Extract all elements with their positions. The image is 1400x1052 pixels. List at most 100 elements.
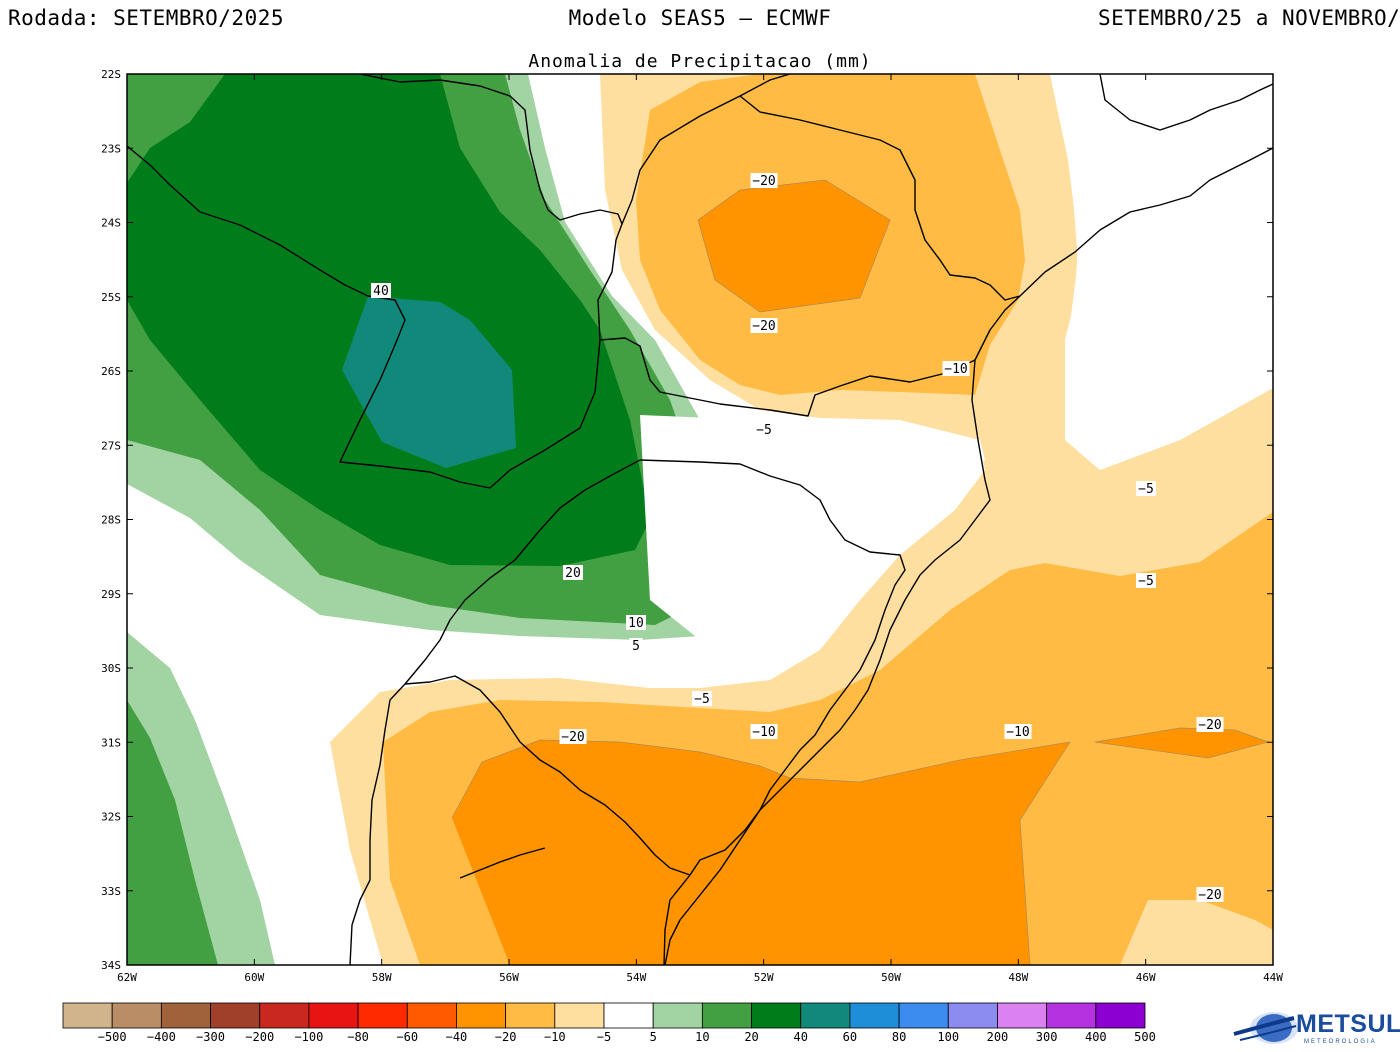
contour-label: −10 (1006, 725, 1029, 740)
colorbar-swatch (751, 1002, 802, 1029)
colorbar-label: −300 (196, 1030, 225, 1044)
contour-label: −20 (1198, 718, 1221, 733)
run-date-label: Rodada: SETEMBRO/2025 (8, 6, 285, 30)
colorbar-swatch (1046, 1002, 1097, 1029)
colorbar-label: 60 (843, 1030, 857, 1044)
anomaly-band-10-sw (127, 700, 218, 965)
axis-labels: 22S23S24S25S26S27S28S29S30S31S32S33S34S6… (101, 68, 1283, 984)
lon-label: 58W (372, 971, 392, 984)
colorbar-label: 80 (892, 1030, 906, 1044)
contour-label-bg (1004, 724, 1032, 739)
logo-subtitle: METEOROLOGIA (1304, 1039, 1377, 1045)
lat-label: 33S (101, 885, 121, 898)
contour-label-bg (1136, 481, 1156, 496)
country-state-borders (127, 74, 1273, 965)
colorbar-swatch (554, 1002, 605, 1029)
contour-label-bg (692, 691, 712, 706)
colorbar-label: −80 (347, 1030, 369, 1044)
contour-label: −20 (561, 730, 584, 745)
contour-label: −5 (756, 423, 772, 438)
lat-label: 28S (101, 514, 121, 527)
lon-label: 50W (881, 971, 901, 984)
colorbar-label: 20 (744, 1030, 758, 1044)
contour-label: −10 (752, 725, 775, 740)
contour-label-bg (626, 615, 646, 630)
colorbar-swatch (259, 1002, 310, 1029)
colorbar-label: 200 (987, 1030, 1009, 1044)
colorbar-label: −10 (544, 1030, 566, 1044)
contour-label: 5 (632, 639, 640, 654)
anomaly-band-minus20-south-2 (1022, 740, 1273, 965)
lon-label: 62W (117, 971, 137, 984)
colorbar-label: 40 (794, 1030, 808, 1044)
colorbar-label: −200 (245, 1030, 274, 1044)
colorbar-label: 10 (695, 1030, 709, 1044)
anomaly-field (127, 74, 1273, 965)
lat-label: 31S (101, 736, 121, 749)
lon-label: 48W (1008, 971, 1028, 984)
contour-label-bg (750, 318, 778, 333)
contour-lines (451, 179, 1270, 965)
lon-label: 46W (1136, 971, 1156, 984)
colorbar-swatch (505, 1002, 556, 1029)
colorbar-swatch (456, 1002, 507, 1029)
contour-label-bg (559, 729, 587, 744)
axis-ticks (126, 73, 1274, 966)
lat-label: 26S (101, 365, 121, 378)
contour-label: −10 (944, 362, 967, 377)
contour-label-bg (750, 724, 778, 739)
globe-icon (1233, 1012, 1298, 1044)
contour-label-bg (942, 361, 970, 376)
colorbar-swatch (357, 1002, 408, 1029)
colorbar-swatch (1095, 1002, 1146, 1029)
contour-label: −5 (1138, 482, 1154, 497)
white-gap-east (1065, 74, 1273, 470)
contour-label-bg (754, 422, 774, 437)
colorbar-swatch (652, 1002, 703, 1029)
period-label: SETEMBRO/25 a NOVEMBRO/25 (1098, 6, 1400, 30)
lat-label: 34S (101, 959, 121, 972)
lon-label: 44W (1263, 971, 1283, 984)
colorbar-swatch (701, 1002, 752, 1029)
colorbar-label: 400 (1085, 1030, 1107, 1044)
lat-label: 25S (101, 291, 121, 304)
colorbar-label: −5 (597, 1030, 611, 1044)
colorbar-swatch (898, 1002, 949, 1029)
contour-label: −20 (752, 174, 775, 189)
lat-label: 23S (101, 142, 121, 155)
contour-labels: 40 20 10 5 −5 −20 −20 −10 −5 −5 −10 −5 −20 −10 −20 −20 (371, 173, 1224, 903)
colorbar-swatch (308, 1002, 359, 1029)
anomaly-band-minus20-east (1095, 728, 1268, 758)
colorbar-swatch (111, 1002, 162, 1029)
lat-label: 27S (101, 439, 121, 452)
colorbar-swatch (997, 1002, 1048, 1029)
colorbar-swatch (800, 1002, 851, 1029)
colorbar-label: 500 (1134, 1030, 1156, 1044)
contour-label-bg (1196, 887, 1224, 902)
contour-label: −20 (752, 319, 775, 334)
anomaly-band-40 (342, 296, 516, 468)
colorbar-label: −400 (147, 1030, 176, 1044)
colorbar-label: 100 (937, 1030, 959, 1044)
colorbar-label: −100 (294, 1030, 323, 1044)
colorbar-swatch (210, 1002, 261, 1029)
lat-label: 29S (101, 588, 121, 601)
contour-label-bg (629, 638, 643, 653)
lat-label: 30S (101, 662, 121, 675)
contour-label: −5 (694, 692, 710, 707)
colorbar-label: −40 (446, 1030, 468, 1044)
contour-label: 10 (628, 616, 644, 631)
colorbar-swatch (160, 1002, 211, 1029)
contour-label: 40 (373, 284, 389, 299)
contour-label-bg (371, 283, 391, 298)
lon-label: 54W (626, 971, 646, 984)
lon-label: 60W (244, 971, 264, 984)
contour-label-bg (1196, 717, 1224, 732)
lat-label: 22S (101, 68, 121, 81)
colorbar-label: −60 (396, 1030, 418, 1044)
contour-label-bg (750, 173, 778, 188)
lat-label: 24S (101, 217, 121, 230)
colorbar-label: 5 (650, 1030, 657, 1044)
colorbar-label: −20 (495, 1030, 517, 1044)
